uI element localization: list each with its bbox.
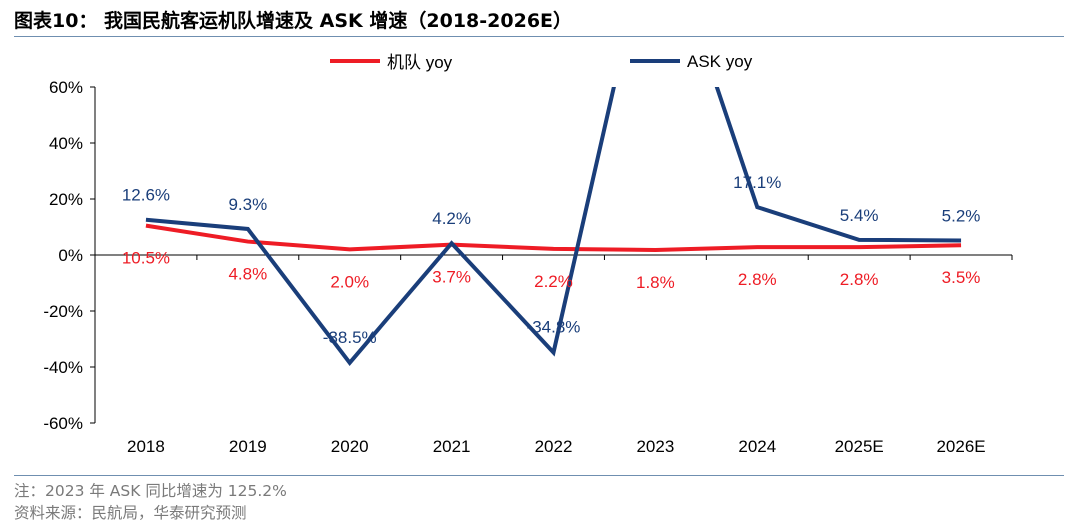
chart-title: 图表10： 我国民航客运机队增速及 ASK 增速（2018-2026E） [14, 10, 573, 32]
ask-data-label: 4.2% [432, 209, 471, 228]
footnote: 注：2023 年 ASK 同比增速为 125.2% [14, 482, 287, 500]
ask-data-label: 5.2% [942, 206, 981, 225]
footer-rule [14, 475, 1064, 476]
fleet-data-label: 3.7% [432, 268, 471, 287]
ask-data-label: -34.8% [527, 317, 581, 336]
x-tick-label: 2026E [936, 437, 985, 456]
footer-notes: 注：2023 年 ASK 同比增速为 125.2% 资料来源：民航局，华泰研究预… [14, 480, 287, 524]
x-tick-label: 2020 [331, 437, 369, 456]
fleet-data-label: 2.8% [738, 270, 777, 289]
y-tick-label: -60% [43, 414, 83, 433]
title-rule [14, 36, 1064, 37]
x-tick-label: 2021 [433, 437, 471, 456]
fleet-yoy-line [145, 223, 962, 252]
fleet-data-label: 10.5% [122, 249, 170, 268]
fleet-data-label: 2.8% [840, 270, 879, 289]
x-tick-label: 2022 [535, 437, 573, 456]
fleet-data-label: 1.8% [636, 273, 675, 292]
source-note: 资料来源：民航局，华泰研究预测 [14, 504, 247, 522]
y-tick-label: 40% [49, 134, 83, 153]
y-tick-label: -40% [43, 358, 83, 377]
x-tick-label: 2019 [229, 437, 267, 456]
ask-yoy-line [145, 87, 962, 366]
y-tick-label: 20% [49, 190, 83, 209]
y-tick-label: -20% [43, 302, 83, 321]
x-tick-label: 2018 [127, 437, 165, 456]
fleet-data-label: 4.8% [228, 265, 267, 284]
legend-ask-label: ASK yoy [687, 52, 753, 71]
ask-data-label: 9.3% [228, 195, 267, 214]
fleet-data-label: 2.0% [330, 272, 369, 291]
y-tick-label: 60% [49, 78, 83, 97]
x-tick-label: 2023 [636, 437, 674, 456]
ask-data-label: -38.5% [323, 328, 377, 347]
fleet-data-label: 2.2% [534, 272, 573, 291]
ask-data-label: 12.6% [122, 186, 170, 205]
ask-data-label: 5.4% [840, 206, 879, 225]
legend-fleet-label: 机队 yoy [387, 53, 453, 72]
fleet-data-label: 3.5% [942, 268, 981, 287]
x-tick-label: 2025E [835, 437, 884, 456]
x-tick-label: 2024 [738, 437, 776, 456]
ask-data-label: 17.1% [733, 173, 781, 192]
y-tick-label: 0% [58, 246, 83, 265]
